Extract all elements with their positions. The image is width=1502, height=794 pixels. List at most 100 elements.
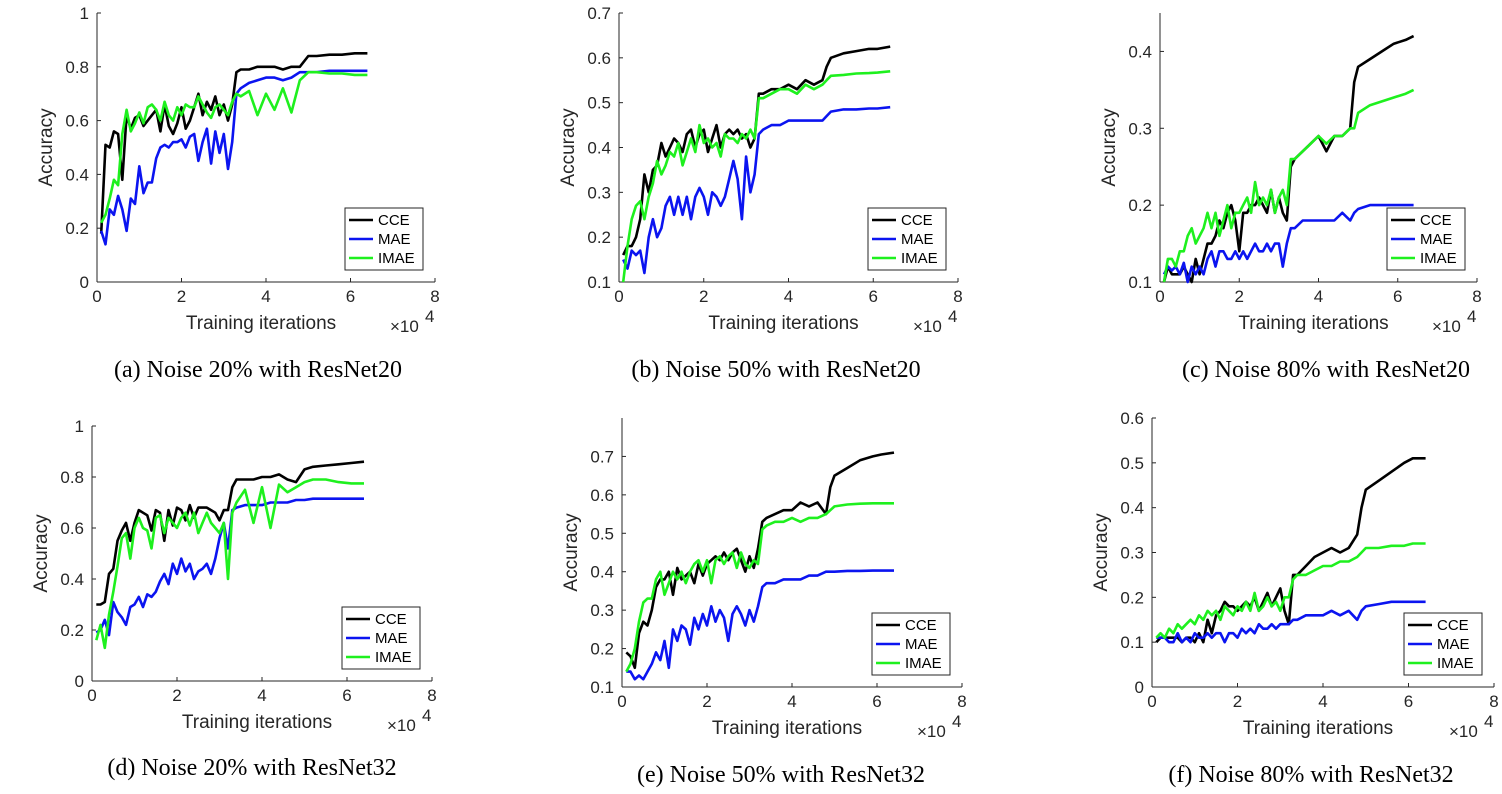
x-axis-label: Training iterations bbox=[1243, 718, 1393, 739]
x-tick-label: 4 bbox=[257, 686, 266, 705]
series-line-mae bbox=[99, 69, 368, 246]
chart-caption: (e) Noise 50% with ResNet32 bbox=[637, 762, 925, 788]
x-axis-label: Training iterations bbox=[182, 712, 332, 733]
x-tick-label: 6 bbox=[1404, 692, 1413, 711]
legend-label-mae: MAE bbox=[905, 636, 938, 653]
y-tick-label: 0.1 bbox=[590, 678, 614, 697]
x-tick-label: 2 bbox=[172, 686, 181, 705]
legend-label-cce: CCE bbox=[378, 212, 410, 229]
y-tick-label: 0.2 bbox=[1128, 196, 1152, 215]
y-tick-label: 0.8 bbox=[60, 468, 84, 487]
chart-caption: (a) Noise 20% with ResNet20 bbox=[114, 357, 402, 383]
x-axis-label: Training iterations bbox=[712, 718, 862, 739]
x-tick-label: 8 bbox=[953, 287, 962, 306]
x-axis-label: Training iterations bbox=[186, 313, 336, 334]
chart-caption: (b) Noise 50% with ResNet20 bbox=[631, 357, 920, 383]
x-tick-label: 4 bbox=[261, 287, 270, 306]
y-tick-label: 0 bbox=[75, 672, 84, 691]
y-tick-label: 0.8 bbox=[65, 58, 89, 77]
x-tick-label: 6 bbox=[342, 686, 351, 705]
y-tick-label: 0.2 bbox=[60, 621, 84, 640]
x-multiplier-label: ×10 bbox=[913, 317, 942, 336]
series-line-mae bbox=[1162, 203, 1414, 284]
x-tick-label: 4 bbox=[787, 692, 796, 711]
legend-label-mae: MAE bbox=[1437, 636, 1470, 653]
x-tick-label: 2 bbox=[699, 287, 708, 306]
legend-label-mae: MAE bbox=[378, 231, 411, 248]
y-tick-label: 1 bbox=[75, 417, 84, 436]
y-tick-label: 0.4 bbox=[1120, 499, 1144, 518]
x-multiplier-label: ×10 bbox=[917, 722, 946, 741]
x-tick-label: 2 bbox=[1233, 692, 1242, 711]
legend-label-imae: IMAE bbox=[1437, 655, 1474, 672]
legend: CCE MAE IMAE bbox=[871, 612, 951, 676]
x-tick-label: 6 bbox=[346, 287, 355, 306]
chart-caption: (d) Noise 20% with ResNet32 bbox=[107, 755, 396, 781]
x-tick-label: 6 bbox=[869, 287, 878, 306]
y-tick-label: 0.6 bbox=[60, 519, 84, 538]
y-tick-label: 0.6 bbox=[65, 112, 89, 131]
y-tick-label: 0 bbox=[1135, 678, 1144, 697]
x-tick-label: 4 bbox=[784, 287, 793, 306]
y-tick-label: 0.4 bbox=[587, 139, 611, 158]
x-multiplier-label: ×10 bbox=[390, 317, 419, 336]
legend-label-cce: CCE bbox=[1420, 212, 1452, 229]
chart-panel-6: 0 2 4 6 8 0 0.1 0.2 0.3 0.4 0.5 0.6 Training iterati… bbox=[1091, 409, 1499, 788]
legend: CCE MAE IMAE bbox=[1386, 207, 1466, 271]
legend: CCE MAE IMAE bbox=[867, 207, 947, 271]
x-tick-label: 4 bbox=[1318, 692, 1327, 711]
series-line-imae bbox=[621, 70, 891, 283]
chart-panel-3: 0 2 4 6 8 0.1 0.2 0.3 0.4 Training iterations ×10 4… bbox=[1099, 13, 1482, 383]
legend: CCE MAE IMAE bbox=[1403, 612, 1483, 676]
x-tick-label: 0 bbox=[1155, 287, 1164, 306]
legend: CCE MAE IMAE bbox=[341, 606, 421, 670]
y-tick-label: 0.1 bbox=[587, 273, 611, 292]
series-line-mae bbox=[95, 497, 364, 637]
y-axis-label: Accuracy bbox=[31, 514, 52, 593]
chart-panel-5: 0 2 4 6 8 0.1 0.2 0.3 0.4 0.5 0.6 0.7 Training itera… bbox=[561, 418, 967, 788]
legend-label-imae: IMAE bbox=[375, 649, 412, 666]
legend-label-cce: CCE bbox=[375, 611, 407, 628]
x-multiplier-label: ×10 bbox=[1449, 722, 1478, 741]
chart-panel-2: 0 2 4 6 8 0.1 0.2 0.3 0.4 0.5 0.6 0.7 Training itera… bbox=[558, 4, 963, 383]
y-axis-label: Accuracy bbox=[1091, 513, 1112, 592]
legend: CCE MAE IMAE bbox=[344, 207, 424, 271]
series-line-mae bbox=[622, 105, 891, 275]
y-tick-label: 0.2 bbox=[65, 219, 89, 238]
legend-label-cce: CCE bbox=[905, 617, 937, 634]
y-tick-label: 0.4 bbox=[1128, 42, 1152, 61]
y-tick-label: 0.6 bbox=[1120, 409, 1144, 428]
series-line-mae bbox=[1156, 600, 1426, 644]
x-tick-label: 8 bbox=[1472, 287, 1481, 306]
x-tick-label: 0 bbox=[92, 287, 101, 306]
x-multiplier-label: ×10 bbox=[387, 716, 416, 735]
y-tick-label: 0.5 bbox=[587, 94, 611, 113]
y-tick-label: 0.2 bbox=[587, 228, 611, 247]
chart-caption: (c) Noise 80% with ResNet20 bbox=[1182, 357, 1470, 383]
y-tick-label: 0.7 bbox=[587, 4, 611, 23]
legend-label-imae: IMAE bbox=[378, 250, 415, 267]
series-line-cce bbox=[1155, 456, 1426, 644]
y-tick-label: 0.2 bbox=[590, 640, 614, 659]
x-tick-label: 0 bbox=[87, 686, 96, 705]
x-tick-label: 0 bbox=[1147, 692, 1156, 711]
legend-label-mae: MAE bbox=[901, 231, 934, 248]
x-tick-label: 8 bbox=[430, 287, 439, 306]
series-line-cce bbox=[99, 51, 368, 234]
legend-box bbox=[341, 606, 421, 670]
y-tick-label: 0.2 bbox=[1120, 588, 1144, 607]
y-tick-label: 0.6 bbox=[587, 49, 611, 68]
x-multiplier-exponent: 4 bbox=[422, 706, 431, 725]
y-tick-label: 0.1 bbox=[1128, 273, 1152, 292]
y-axis-label: Accuracy bbox=[36, 108, 57, 187]
y-tick-label: 1 bbox=[80, 4, 89, 23]
y-tick-label: 0 bbox=[80, 273, 89, 292]
x-tick-label: 6 bbox=[1393, 287, 1402, 306]
series-line-imae bbox=[95, 478, 364, 650]
y-tick-label: 0.7 bbox=[590, 447, 614, 466]
x-multiplier-exponent: 4 bbox=[948, 307, 957, 326]
x-multiplier-exponent: 4 bbox=[952, 712, 961, 731]
y-tick-label: 0.3 bbox=[1120, 544, 1144, 563]
x-tick-label: 8 bbox=[1489, 692, 1498, 711]
y-tick-label: 0.4 bbox=[590, 563, 614, 582]
